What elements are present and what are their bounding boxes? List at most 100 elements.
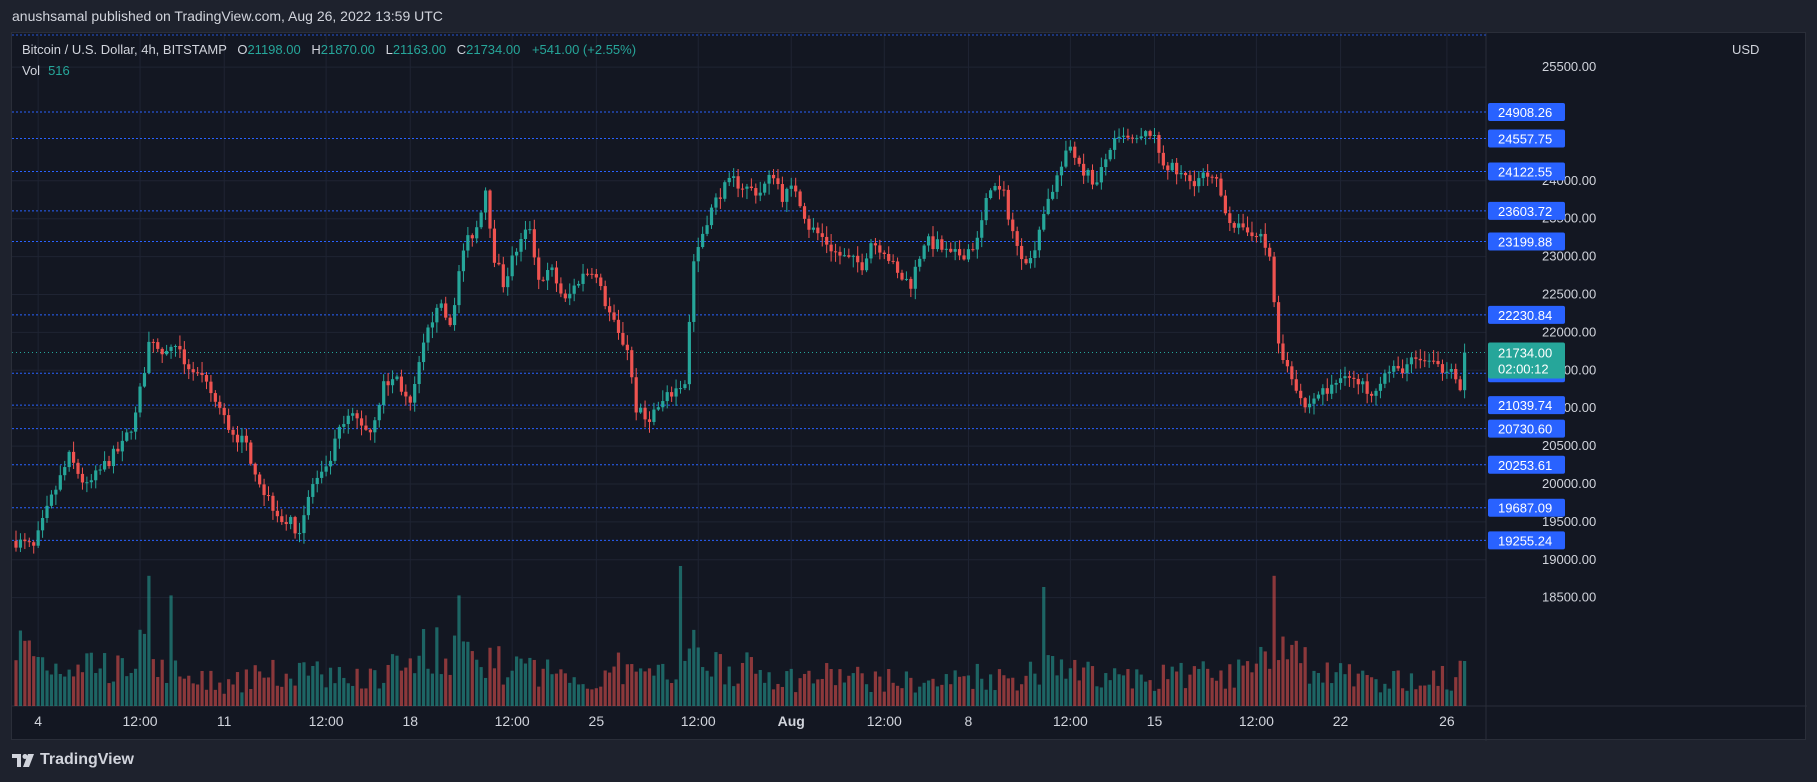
volume-bar bbox=[1002, 675, 1006, 706]
volume-bar bbox=[1104, 673, 1108, 706]
volume-bar bbox=[182, 678, 186, 706]
candle-body bbox=[1046, 198, 1050, 214]
candle-body bbox=[1152, 135, 1157, 137]
volume-bar bbox=[656, 664, 660, 706]
candle-body bbox=[1245, 227, 1250, 233]
volume-bar bbox=[1400, 688, 1405, 706]
volume-bar bbox=[1237, 659, 1241, 706]
candle-body bbox=[1015, 231, 1019, 246]
candle-body bbox=[1020, 245, 1024, 260]
candle-body bbox=[258, 474, 262, 485]
candle-body bbox=[1068, 146, 1072, 151]
volume-bar bbox=[289, 678, 293, 706]
volume-legend[interactable]: Vol 516 bbox=[22, 63, 70, 78]
level-price-text: 24122.55 bbox=[1498, 165, 1552, 180]
volume-bar bbox=[134, 668, 138, 706]
candle-body bbox=[421, 342, 426, 363]
volume-bar bbox=[470, 651, 474, 706]
volume-bar bbox=[58, 673, 62, 706]
volume-bar bbox=[1219, 670, 1223, 706]
candle-body bbox=[860, 262, 864, 271]
volume-bar bbox=[488, 647, 492, 706]
candle-body bbox=[563, 293, 567, 299]
volume-bar bbox=[723, 684, 727, 706]
volume-bar bbox=[514, 656, 519, 706]
volume-bar bbox=[909, 677, 913, 706]
volume-bar bbox=[758, 669, 762, 706]
candle-body bbox=[1206, 172, 1210, 177]
candle-body bbox=[333, 438, 337, 461]
time-tick-label: 12:00 bbox=[495, 713, 530, 729]
time-tick-label: Aug bbox=[778, 713, 805, 729]
candle-body bbox=[169, 346, 173, 351]
candle-body bbox=[1312, 398, 1316, 404]
candle-body bbox=[36, 530, 40, 546]
volume-bar bbox=[147, 575, 151, 706]
candle-body bbox=[820, 233, 824, 237]
volume-bar bbox=[1356, 673, 1360, 706]
volume-bar bbox=[546, 659, 550, 706]
candle-body bbox=[63, 467, 67, 476]
volume-bar bbox=[14, 660, 18, 706]
volume-bar bbox=[860, 673, 864, 706]
volume-bar bbox=[678, 566, 683, 706]
volume-bar bbox=[1361, 670, 1365, 706]
volume-bar bbox=[1268, 668, 1272, 706]
candle-body bbox=[1423, 360, 1427, 362]
candle-body bbox=[1055, 175, 1059, 192]
price-tick-label: 22500.00 bbox=[1542, 286, 1596, 301]
candle-body bbox=[1099, 167, 1103, 183]
volume-bar bbox=[891, 682, 895, 706]
candle-body bbox=[966, 249, 971, 260]
candle-body bbox=[430, 322, 435, 328]
volume-bar bbox=[670, 683, 674, 706]
volume-bar bbox=[873, 671, 878, 706]
candle-body bbox=[696, 247, 700, 262]
volume-bar bbox=[1042, 587, 1046, 706]
candle-body bbox=[519, 239, 523, 252]
candle-body bbox=[408, 396, 412, 403]
volume-bar bbox=[971, 688, 975, 706]
volume-bar bbox=[949, 684, 953, 706]
volume-bar bbox=[258, 671, 262, 706]
volume-bar bbox=[1272, 575, 1276, 706]
open-value: 21198.00 bbox=[247, 42, 301, 57]
time-tick-label: 22 bbox=[1333, 713, 1349, 729]
candle-body bbox=[165, 350, 169, 355]
volume-bar bbox=[1037, 684, 1041, 706]
volume-bar bbox=[275, 685, 279, 706]
candle-body bbox=[736, 176, 740, 189]
candle-body bbox=[771, 174, 776, 179]
volume-bar bbox=[957, 676, 962, 706]
volume-bar bbox=[1241, 665, 1245, 706]
current-price-text: 21734.00 bbox=[1498, 346, 1552, 361]
candle-body bbox=[568, 293, 572, 299]
volume-bar bbox=[120, 658, 124, 706]
volume-bar bbox=[1214, 680, 1219, 706]
volume-bar bbox=[829, 669, 833, 706]
candle-body bbox=[1263, 233, 1267, 248]
volume-bar bbox=[1033, 673, 1037, 706]
volume-bar bbox=[18, 630, 23, 706]
candle-body bbox=[674, 388, 678, 397]
volume-bar bbox=[244, 669, 248, 706]
volume-bar bbox=[235, 672, 240, 706]
volume-bar bbox=[280, 686, 284, 706]
candle-body bbox=[541, 279, 545, 281]
volume-bar bbox=[1432, 670, 1436, 706]
volume-bar bbox=[80, 672, 85, 706]
candle-body bbox=[789, 185, 793, 189]
candle-body bbox=[240, 435, 244, 443]
candle-body bbox=[780, 184, 784, 202]
tradingview-footer[interactable]: TradingView bbox=[12, 751, 134, 769]
volume-bar bbox=[377, 688, 381, 706]
volume-bar bbox=[337, 667, 341, 706]
chart-panel[interactable]: 18500.00 19000.00 19500.00 20000.00 20500.00… bbox=[11, 32, 1807, 741]
volume-label: Vol bbox=[22, 63, 41, 78]
candle-body bbox=[1414, 357, 1418, 359]
price-chart[interactable]: 18500.00 19000.00 19500.00 20000.00 20500.00… bbox=[12, 33, 1807, 741]
volume-bars bbox=[14, 566, 1467, 706]
volume-bar bbox=[1245, 661, 1250, 706]
volume-bar bbox=[1157, 688, 1161, 706]
symbol-legend[interactable]: Bitcoin / U.S. Dollar, 4h, BITSTAMP O211… bbox=[22, 42, 636, 57]
